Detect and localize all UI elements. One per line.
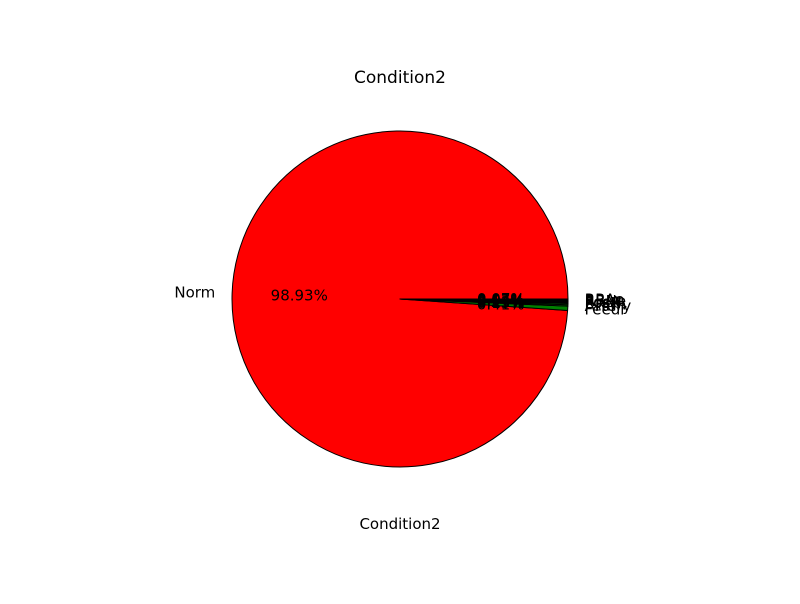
slice-percent-rran: 0.07% (477, 291, 525, 309)
slice-percent-rrnn: 0.13% (477, 293, 525, 311)
slice-label-posa: PosA (585, 293, 622, 311)
slice-label-rrne: RRNe (585, 292, 626, 310)
slice-label-rrnn: RRNn (585, 296, 627, 314)
slice-percent-posa: 0.07% (477, 292, 525, 310)
slice-percent-rrae: 0.07% (477, 290, 525, 308)
slice-percent-feedr: 0.41% (477, 296, 525, 314)
slice-percent-rrne: 0.07% (477, 291, 525, 309)
slice-label-posn: PosN (585, 294, 622, 312)
slice-percent-artery: 0.13% (477, 294, 525, 312)
pie-percent-labels: 98.93%0.41%0.13%0.13%0.14%0.07%0.07%0.07… (271, 287, 525, 314)
slice-label-artery: Artery (585, 297, 632, 315)
chart-title: Condition2 (354, 68, 446, 88)
slice-percent-norm: 98.93% (271, 287, 328, 305)
pie-slices (231, 130, 569, 468)
slice-percent-posn: 0.14% (477, 292, 525, 310)
slice-label-feedr: Feedr (585, 300, 628, 318)
slice-label-rrae: RRAe (585, 290, 624, 308)
slice-label-norm: Norm (174, 284, 215, 302)
slice-label-rran: RRAn (585, 291, 625, 309)
pie-slice-rrae (399, 298, 569, 301)
x-axis-label: Condition2 (359, 515, 440, 533)
